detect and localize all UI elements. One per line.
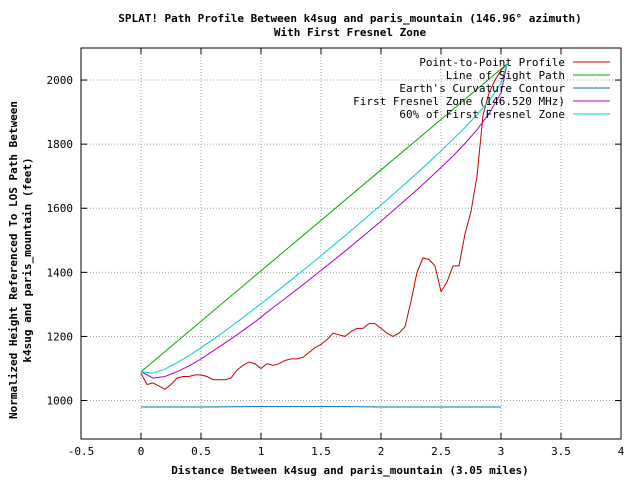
grid	[81, 48, 621, 439]
series-line-5	[140, 63, 508, 374]
plot-frame	[80, 47, 622, 440]
x-tick-label: 1.5	[311, 445, 331, 458]
x-tick-label: -0.5	[68, 445, 95, 458]
x-tick-label: 2	[378, 445, 385, 458]
chart-title-line-2: With First Fresnel Zone	[274, 26, 427, 39]
y-tick-label: 1200	[47, 330, 74, 343]
series-line-2	[140, 63, 508, 373]
legend-label: First Fresnel Zone (146.520 MHz)	[353, 95, 565, 108]
x-tick-label: 3	[498, 445, 505, 458]
y-tick-label: 2000	[47, 74, 74, 87]
x-tick-label: 4	[618, 445, 625, 458]
series-line-1	[140, 63, 508, 390]
y-axis-label-line-2: k4sug and paris_mountain (feet)	[21, 157, 34, 362]
x-tick-label: 2.5	[431, 445, 451, 458]
y-tick-label: 1000	[47, 395, 74, 408]
x-tick-label: 3.5	[551, 445, 571, 458]
x-axis-label: Distance Between k4sug and paris_mountai…	[171, 464, 529, 477]
y-tick-label: 1400	[47, 266, 74, 279]
ticks: -0.5 0 0.5 1 1.5 2 2.5 3 3.5 4 1000 1200 1400 1600 180…	[47, 48, 625, 458]
legend-label: Earth's Curvature Contour	[399, 82, 565, 95]
x-tick-label: 1	[258, 445, 265, 458]
legend-label: Point-to-Point Profile	[419, 56, 565, 69]
series-line-4	[140, 63, 508, 379]
legend-label: 60% of First Fresnel Zone	[399, 108, 565, 121]
x-tick-label: 0.5	[191, 445, 211, 458]
x-tick-label: 0	[138, 445, 145, 458]
y-tick-label: 1800	[47, 138, 74, 151]
y-tick-label: 1600	[47, 202, 74, 215]
y-axis-label-line-1: Normalized Height Referenced To LOS Path…	[7, 101, 20, 419]
series-group	[140, 63, 508, 408]
chart-title-line-1: SPLAT! Path Profile Between k4sug and pa…	[118, 12, 582, 25]
legend-label: Line of Sight Path	[446, 69, 565, 82]
